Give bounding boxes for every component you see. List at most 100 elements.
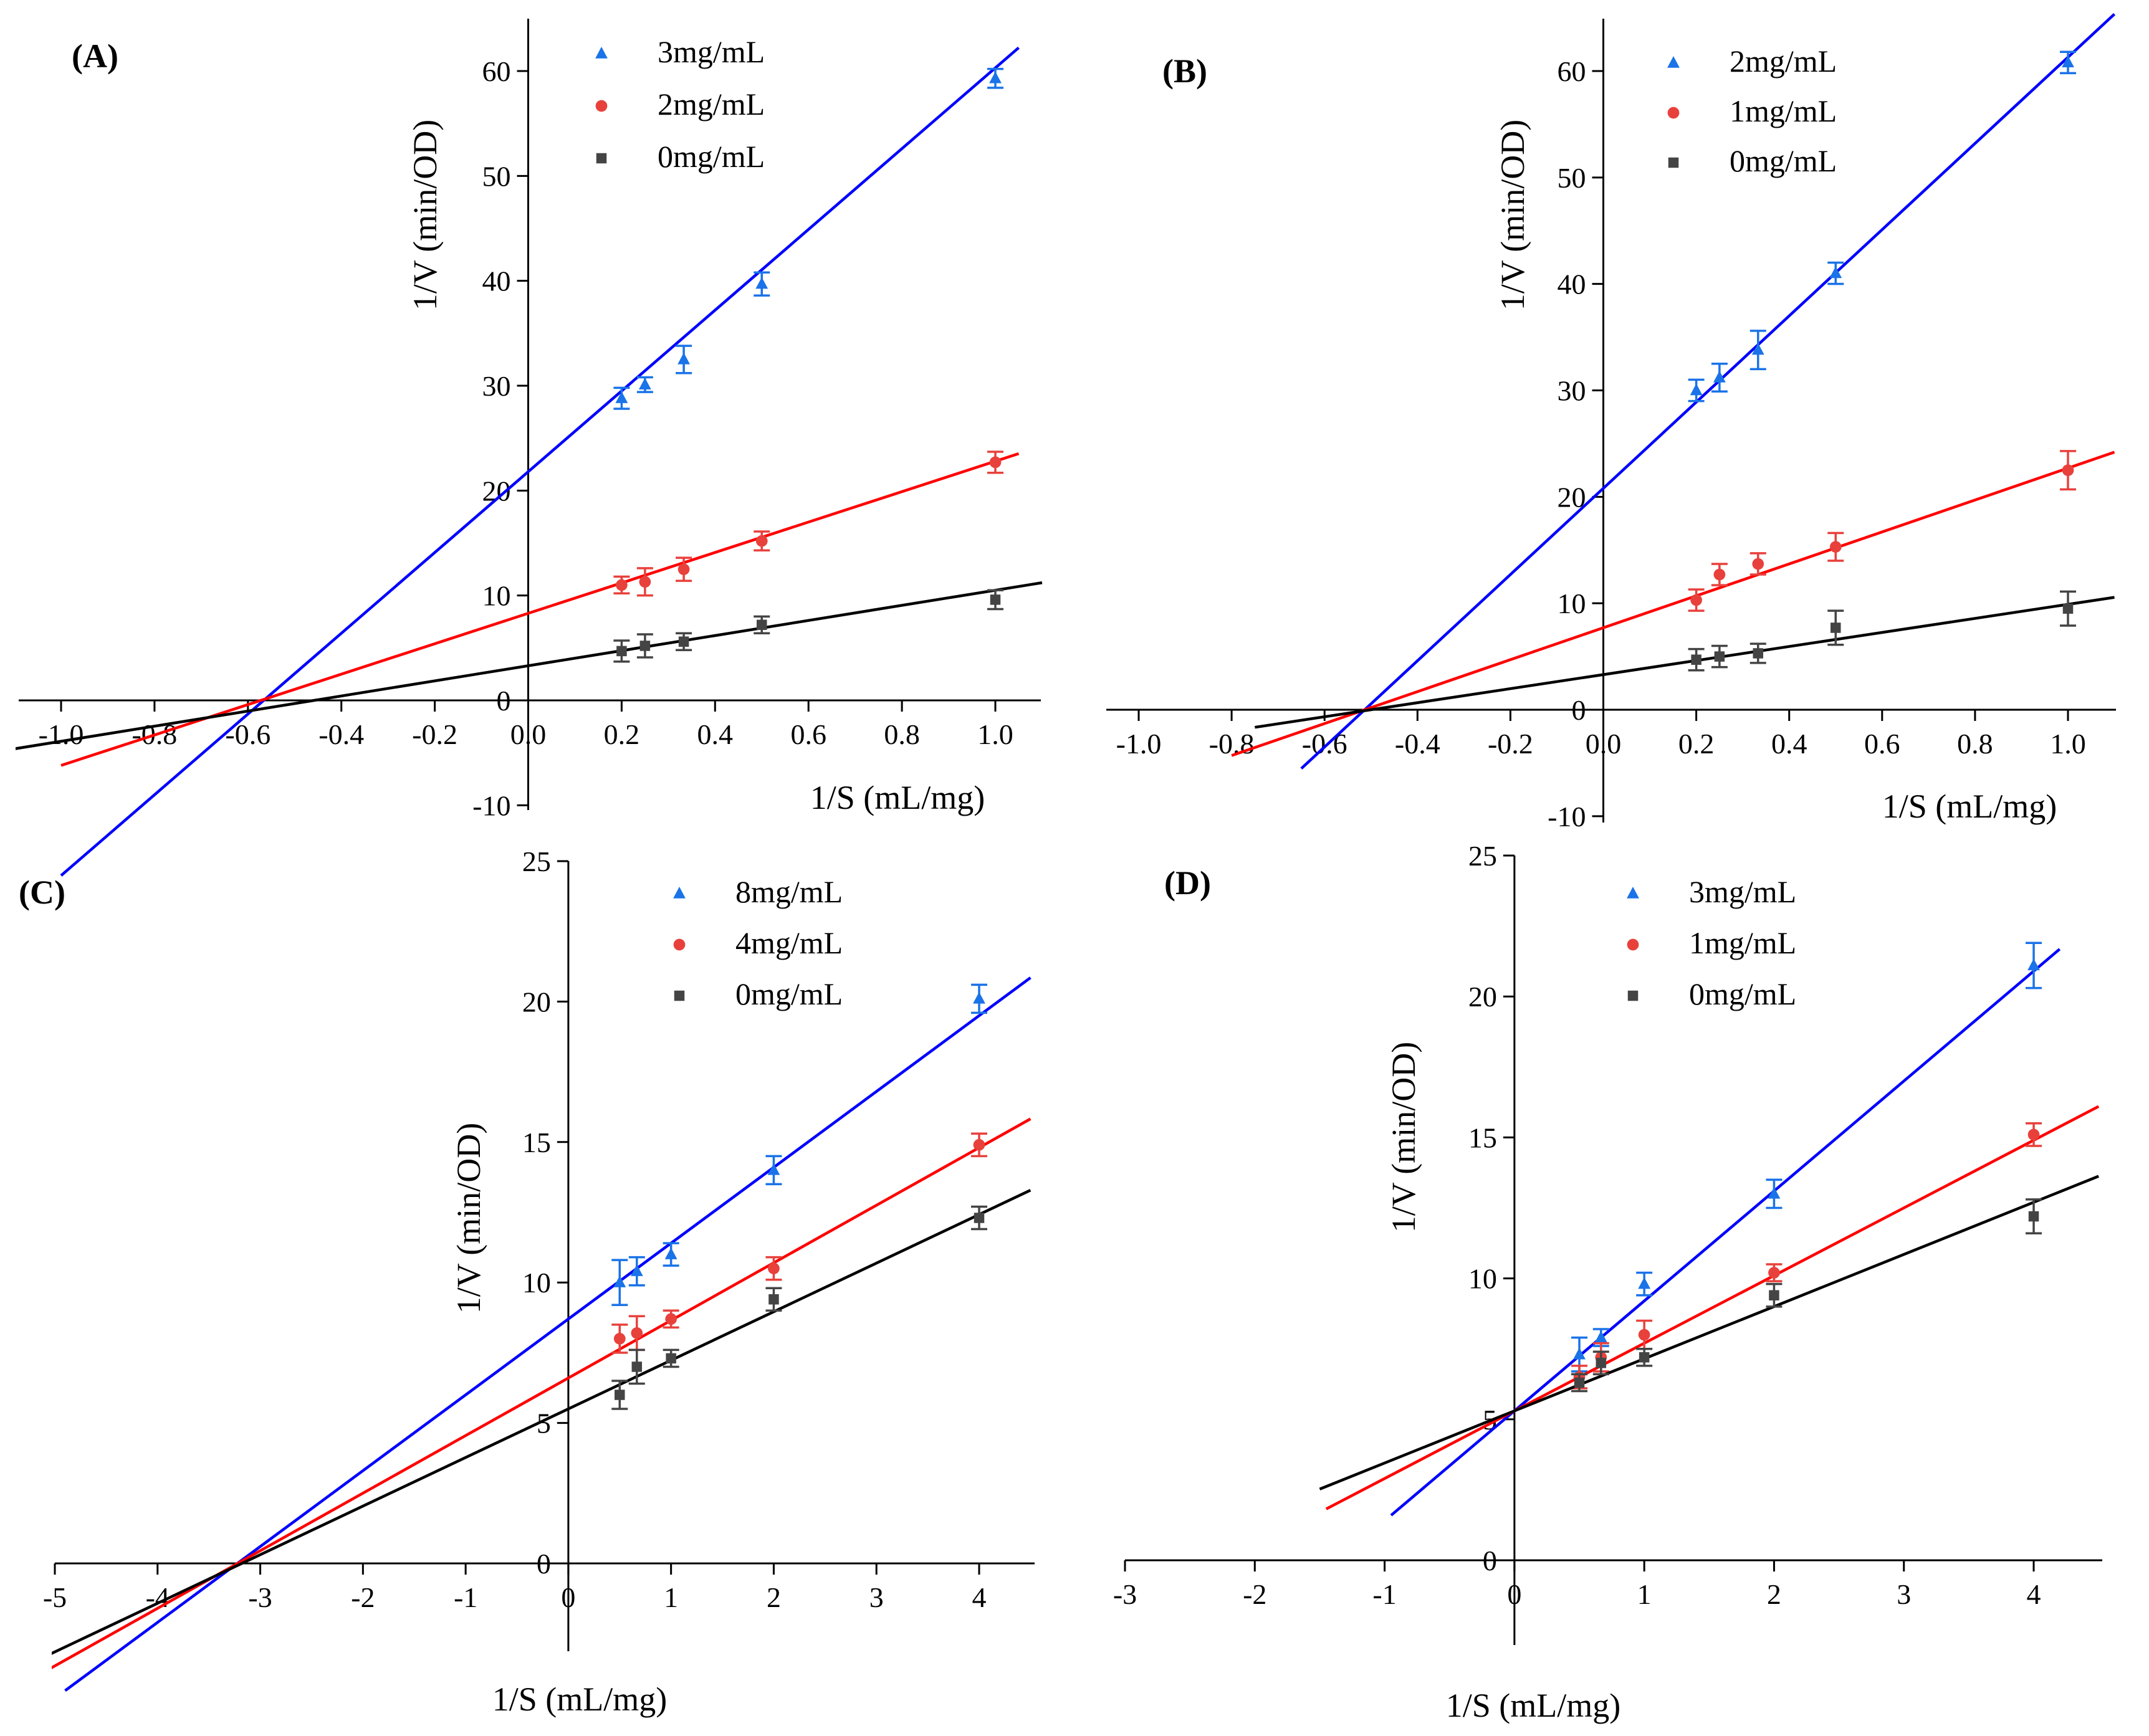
data-point (631, 1362, 643, 1372)
data-point (1573, 1347, 1586, 1360)
data-point (677, 352, 690, 365)
data-point (639, 576, 651, 588)
y-tick-label: 40 (1558, 269, 1586, 300)
data-point (639, 641, 651, 651)
data-point (755, 535, 768, 547)
x-tick-label: 1 (1637, 1578, 1652, 1610)
x-tick-label: -1 (454, 1581, 477, 1613)
x-axis-title: 1/S (mL/mg) (1882, 788, 2057, 825)
data-point (2062, 464, 2074, 476)
data-point (1639, 1352, 1650, 1363)
x-tick-label: 0.2 (1678, 728, 1715, 760)
chart-panel-1: -1.0 -0.8 -0.6 -0.4 -0.2 0.0 0.2 0.4 0.6 0.8 1.0-1… (1106, 12, 2116, 832)
y-tick-label: 60 (1558, 55, 1586, 87)
y-tick-label: 40 (482, 265, 511, 297)
data-point (1690, 594, 1702, 606)
data-point (973, 991, 985, 1004)
x-axis-title: 1/S (mL/mg) (492, 1681, 668, 1718)
series-3mg/mL: 3mg/mL (60, 34, 1020, 877)
x-tick-label: 3 (1897, 1578, 1911, 1610)
legend-label: 8mg/mL (735, 874, 843, 909)
x-tick-label: 0 (561, 1581, 575, 1613)
series-4mg/mL: 4mg/mL (52, 925, 1031, 1669)
data-point (974, 1213, 985, 1223)
x-tick-label: -3 (248, 1581, 272, 1613)
x-tick-label: -3 (1113, 1578, 1137, 1610)
y-tick-label: 10 (482, 580, 511, 612)
data-point (678, 636, 689, 647)
series-0mg/mL: 0mg/mL (1319, 976, 2099, 1490)
data-point (989, 71, 1002, 83)
legend-marker (595, 47, 608, 59)
legend-marker (673, 887, 686, 899)
data-point (768, 1262, 780, 1275)
chart-panel-2: -5 -4 -3 -2 -1 0 1 2 3 405101520258mg/mL4mg/mL0mg… (19, 846, 1035, 1718)
x-tick-label: 0.6 (1864, 728, 1900, 760)
data-point (767, 1163, 780, 1175)
fit-line (64, 976, 1031, 1692)
y-tick-label: 0 (497, 685, 511, 717)
legend-marker (673, 938, 686, 951)
y-tick-label: 0 (1483, 1545, 1497, 1576)
data-point (1753, 648, 1764, 659)
fit-line (1390, 948, 2061, 1517)
data-point (1691, 654, 1701, 665)
data-point (973, 1138, 985, 1151)
legend-label: 4mg/mL (735, 925, 843, 960)
legend-marker (596, 153, 607, 164)
legend-marker (1627, 938, 1639, 951)
data-point (1596, 1358, 1607, 1368)
x-tick-label: -0.4 (318, 718, 364, 750)
data-point (1752, 558, 1764, 570)
data-point (664, 1247, 677, 1259)
legend-label: 0mg/mL (1689, 976, 1796, 1011)
data-point (1713, 568, 1726, 581)
y-tick-label: 20 (1468, 981, 1497, 1013)
data-point (768, 1294, 779, 1305)
data-point (1768, 1186, 1781, 1199)
legend-label: 2mg/mL (1730, 44, 1837, 79)
data-point (1574, 1377, 1585, 1388)
y-tick-label: 15 (522, 1127, 551, 1158)
legend-label: 3mg/mL (658, 34, 765, 69)
y-axis-title: 1/V (min/OD) (450, 1123, 487, 1314)
x-tick-label: 0.4 (1771, 728, 1807, 760)
data-point (1769, 1290, 1779, 1300)
panel-label: (D) (1164, 864, 1211, 902)
fit-line (1300, 12, 2116, 770)
legend-label: 1mg/mL (1689, 925, 1796, 960)
data-point (1594, 1330, 1607, 1343)
legend-label: 1mg/mL (1730, 93, 1837, 128)
series-0mg/mL: 0mg/mL (52, 976, 1031, 1655)
x-axis-title: 1/S (mL/mg) (1446, 1687, 1621, 1724)
x-tick-label: 4 (2027, 1578, 2041, 1610)
x-tick-label: 1.0 (977, 718, 1013, 750)
y-tick-label: 60 (482, 55, 511, 87)
y-tick-label: 30 (1558, 375, 1586, 407)
legend-marker (674, 990, 685, 1001)
series-2mg/mL: 2mg/mL (1300, 12, 2116, 770)
data-point (1714, 651, 1725, 662)
data-point (616, 646, 627, 657)
x-tick-label: -0.2 (1488, 728, 1533, 760)
fit-line (1255, 596, 2115, 729)
panel-label: (A) (72, 37, 118, 75)
data-point (631, 1327, 643, 1339)
legend-label: 0mg/mL (1730, 143, 1837, 178)
y-tick-label: 10 (1468, 1263, 1497, 1295)
data-point (1768, 1267, 1780, 1279)
y-axis-title: 1/V (min/OD) (406, 120, 444, 311)
x-tick-label: -0.2 (412, 718, 457, 750)
data-point (666, 1353, 676, 1364)
x-tick-label: -0.4 (1395, 728, 1440, 760)
data-point (1690, 383, 1703, 396)
x-tick-label: -2 (351, 1581, 375, 1613)
fit-line (16, 581, 1043, 750)
x-tick-label: 0.8 (1957, 728, 1993, 760)
data-point (1751, 343, 1764, 355)
x-tick-label: 0 (1507, 1578, 1521, 1610)
data-point (990, 594, 1001, 605)
fit-line (1231, 451, 2115, 757)
x-tick-label: -0.6 (225, 718, 270, 750)
y-tick-label: 15 (1468, 1122, 1497, 1153)
